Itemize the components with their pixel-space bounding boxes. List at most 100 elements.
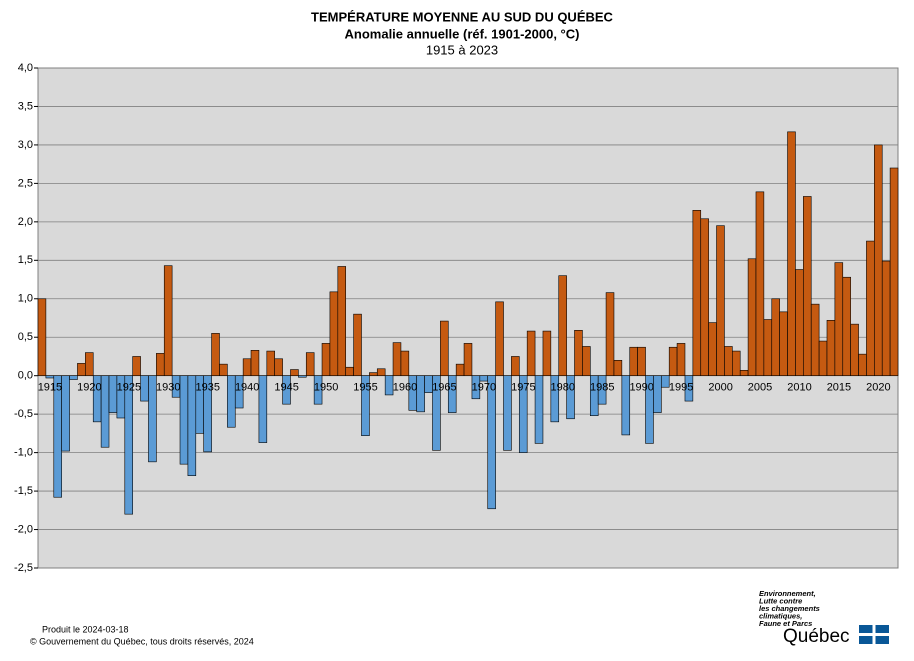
y-tick-label: 3,5	[18, 100, 33, 112]
bar	[85, 352, 94, 376]
bar	[574, 330, 583, 376]
bar	[124, 375, 133, 515]
bar	[250, 350, 260, 376]
bar	[61, 375, 70, 452]
ministry-line: Environnement,	[759, 589, 816, 598]
ministry-line: Faune et Parcs	[759, 619, 812, 628]
x-tick-label: 1950	[314, 382, 338, 394]
bar	[503, 375, 512, 451]
bar	[258, 375, 268, 443]
bar	[803, 196, 812, 376]
bar	[550, 375, 560, 423]
x-tick-label: 2020	[866, 382, 890, 394]
bar	[463, 343, 473, 376]
bar	[53, 375, 62, 498]
bar	[179, 375, 189, 465]
bar	[156, 353, 165, 376]
y-tick-label: 3,0	[18, 139, 33, 151]
x-tick-label: 1920	[77, 382, 101, 394]
x-tick-label: 1965	[432, 382, 456, 394]
x-tick-label: 2010	[787, 382, 811, 394]
bar	[653, 375, 662, 413]
bar	[384, 375, 394, 396]
bar	[392, 342, 402, 376]
bar	[661, 375, 670, 388]
bar	[495, 301, 504, 376]
x-tick-label: 1935	[196, 382, 220, 394]
bar	[566, 375, 575, 420]
bar	[834, 262, 844, 376]
bar	[321, 343, 331, 376]
y-tick-label: -1,5	[14, 485, 33, 497]
bar	[37, 298, 47, 376]
x-tick-label: 1915	[38, 382, 62, 394]
bar	[337, 266, 347, 376]
bar	[818, 340, 828, 376]
x-tick-label: 1930	[156, 382, 180, 394]
bar	[45, 375, 55, 379]
x-tick-label: 2015	[827, 382, 851, 394]
bar	[597, 375, 607, 405]
x-tick-label: 1955	[353, 382, 377, 394]
bar	[716, 225, 725, 376]
bar	[440, 320, 449, 376]
y-tick-label: 2,5	[18, 177, 33, 189]
bar	[779, 311, 788, 376]
x-tick-label: 2000	[708, 382, 732, 394]
bar	[668, 346, 678, 376]
bar	[700, 218, 709, 376]
bar	[708, 322, 717, 376]
y-tick-label: 4,0	[18, 62, 33, 74]
bar	[416, 375, 425, 413]
bar	[282, 375, 291, 405]
bar	[100, 375, 110, 448]
bar	[400, 350, 410, 376]
bar	[369, 372, 378, 376]
bar	[305, 352, 315, 376]
bar	[739, 370, 749, 376]
bar	[148, 375, 157, 463]
bar	[487, 375, 496, 510]
bar	[69, 375, 78, 380]
bar	[290, 369, 299, 376]
bar	[219, 363, 228, 376]
bar	[613, 360, 623, 376]
y-tick-label: -0,5	[14, 408, 33, 420]
chart-subtitle: Anomalie annuelle (réf. 1901-2000, °C)	[345, 26, 580, 41]
ministry-line: Lutte contre	[759, 596, 802, 605]
bar	[637, 346, 646, 376]
bar	[732, 350, 741, 376]
bar	[605, 292, 615, 376]
bar	[763, 319, 773, 376]
bar	[692, 210, 702, 376]
chart-period: 1915 à 2023	[426, 42, 498, 57]
x-tick-label: 2005	[748, 382, 772, 394]
bar	[810, 303, 820, 376]
bar	[534, 375, 544, 444]
bar	[479, 375, 489, 382]
x-tick-label: 1985	[590, 382, 614, 394]
bar	[242, 358, 252, 376]
bar	[795, 269, 804, 376]
bar	[747, 258, 757, 376]
bar	[361, 375, 370, 436]
bar	[889, 167, 899, 376]
bar	[234, 375, 244, 409]
x-tick-label: 1960	[393, 382, 417, 394]
y-tick-label: 2,0	[18, 216, 33, 228]
bar	[582, 346, 591, 376]
bar	[140, 375, 149, 402]
bar	[353, 313, 362, 376]
x-tick-label: 1975	[511, 382, 535, 394]
chart-title: TEMPÉRATURE MOYENNE AU SUD DU QUÉBEC	[311, 9, 614, 24]
bar	[881, 260, 891, 376]
bar	[432, 375, 441, 451]
bar	[842, 276, 851, 376]
bar	[629, 346, 638, 376]
bar	[298, 375, 307, 378]
bar	[621, 375, 631, 436]
bar	[77, 363, 86, 376]
copyright: © Gouvernement du Québec, tous droits ré…	[30, 636, 254, 646]
bar	[163, 265, 173, 376]
